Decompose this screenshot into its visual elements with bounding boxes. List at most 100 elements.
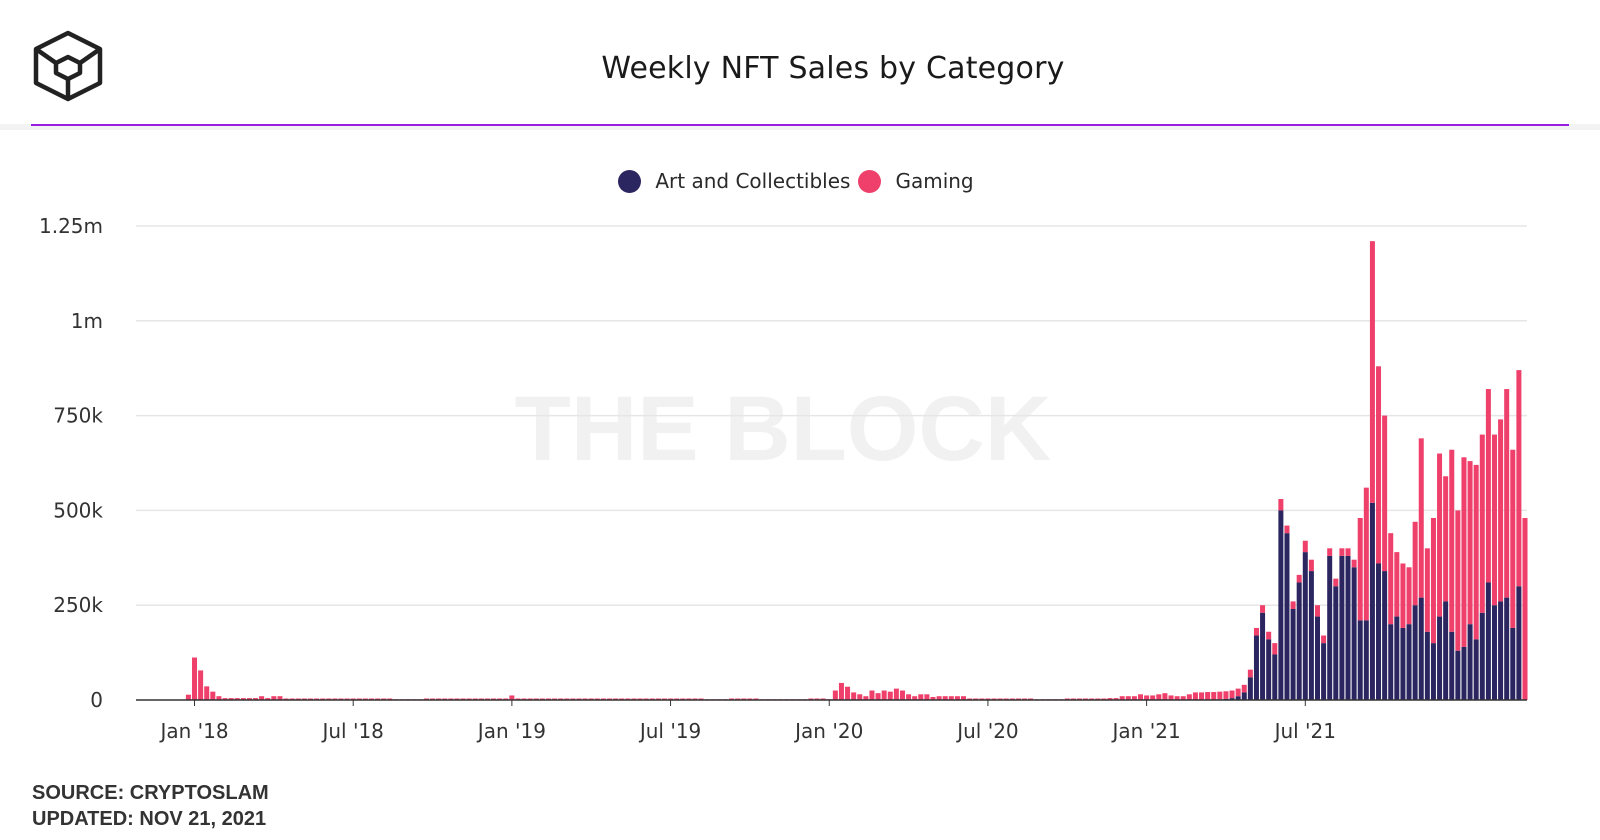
bar-gaming [1284,525,1290,534]
bar-gaming [1406,567,1412,625]
bar-gaming [204,686,210,700]
y-tick-label: 0 [90,688,103,712]
bar-gaming [680,698,686,700]
bar-gaming [1186,694,1192,700]
chart-footer: SOURCE: CRYPTOSLAM UPDATED: NOV 21, 2021 [32,780,269,832]
bar-gaming [961,696,967,700]
bar-gaming [1009,698,1015,700]
bar-gaming [1369,241,1375,503]
bar-art-collectibles [1327,555,1333,700]
bar-gaming [1101,698,1107,700]
bar-gaming [1003,698,1009,700]
bar-gaming [875,693,881,700]
bar-gaming [1138,694,1144,700]
bar-gaming [1430,517,1436,644]
bar-gaming [1473,464,1479,640]
bar-gaming [954,696,960,700]
bar-gaming [1351,559,1357,568]
bar-gaming [1168,695,1174,700]
bar-gaming [924,694,930,700]
bar-gaming [1272,643,1278,655]
bar-gaming [1028,698,1034,700]
bar-gaming [375,698,381,700]
bar-art-collectibles [1363,620,1369,700]
bar-gaming [930,696,936,700]
source-note: SOURCE: CRYPTOSLAM [32,782,269,804]
bar-gaming [1113,698,1119,700]
bar-gaming [1455,510,1461,651]
bar-art-collectibles [1247,677,1253,700]
bar-gaming [442,698,448,700]
bar-gaming [1247,669,1253,678]
bar-art-collectibles [1296,582,1302,700]
bar-gaming [570,698,576,700]
bar-gaming [460,698,466,700]
bar-gaming [808,698,814,700]
bar-gaming [381,698,387,700]
bar-art-collectibles [1498,601,1504,700]
bar-gaming [1253,627,1259,636]
bar-art-collectibles [1345,555,1351,700]
bar-gaming [887,691,893,700]
bar-gaming [533,698,539,700]
bar-gaming [1498,419,1504,602]
bar-gaming [881,690,887,700]
bar-gaming [259,696,265,700]
bar-gaming [1180,696,1186,700]
bar-gaming [1015,698,1021,700]
bar-gaming [1241,684,1247,693]
bar-gaming [1076,698,1082,700]
bar-gaming [1412,521,1418,606]
y-tick-label: 250k [53,593,103,617]
bar-gaming [240,698,246,700]
bar-gaming [423,698,429,700]
bar-gaming [350,698,356,700]
bar-gaming [643,698,649,700]
bar-gaming [918,694,924,700]
bar-art-collectibles [1449,631,1455,700]
bar-gaming [1156,694,1162,700]
bar-art-collectibles [1516,586,1522,700]
bar-art-collectibles [1418,597,1424,700]
bar-art-collectibles [1388,624,1394,700]
bar-gaming [1083,698,1089,700]
bar-art-collectibles [1369,502,1375,700]
legend-item-art[interactable]: Art and Collectibles [618,169,858,193]
bar-gaming [1308,559,1314,572]
bar-gaming [899,690,905,700]
bar-gaming [369,698,375,700]
bar-gaming [625,698,631,700]
bar-art-collectibles [1272,654,1278,700]
legend-item-gaming[interactable]: Gaming [858,169,981,193]
bar-art-collectibles [1412,605,1418,700]
bar-gaming [503,698,509,700]
bar-gaming [1516,370,1522,587]
bar-art-collectibles [1510,627,1516,700]
bar-gaming [948,696,954,700]
bar-gaming [747,698,753,700]
bar-gaming [820,698,826,700]
bar-gaming [552,698,558,700]
bar-gaming [1070,698,1076,700]
bar-gaming [484,698,490,700]
bar-gaming [216,696,222,700]
bar-gaming [1504,389,1510,598]
bar-gaming [649,698,655,700]
bar-gaming [271,696,277,700]
bar-gaming [594,698,600,700]
legend-swatch-gaming [858,169,882,193]
bar-gaming [1150,695,1156,700]
bar-gaming [1162,693,1168,700]
bar-gaming [1266,631,1272,640]
legend-label-art: Art and Collectibles [655,169,851,193]
bar-gaming [448,698,454,700]
bar-gaming [436,698,442,700]
bar-gaming [1449,449,1455,632]
bar-gaming [1437,453,1443,617]
bar-gaming [1022,698,1028,700]
x-tick-label: Jul '18 [320,719,383,743]
the-block-logo-icon [33,30,103,102]
bar-art-collectibles [1437,616,1443,700]
bar-gaming [1229,690,1235,699]
bar-art-collectibles [1290,608,1296,700]
